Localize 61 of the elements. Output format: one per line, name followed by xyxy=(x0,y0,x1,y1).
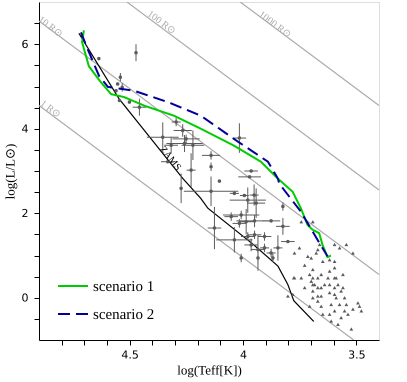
point xyxy=(209,154,213,158)
legend-label: scenario 1 xyxy=(93,279,154,295)
point xyxy=(256,256,260,260)
point xyxy=(248,175,252,179)
point xyxy=(239,256,243,260)
x-tick-label: 3.5 xyxy=(348,348,366,362)
annotation: 100 R⊙ xyxy=(144,8,178,37)
point xyxy=(246,198,250,202)
point xyxy=(232,238,236,242)
y-tick-label: 0 xyxy=(22,291,28,304)
point xyxy=(238,222,242,226)
point xyxy=(128,100,132,104)
point xyxy=(191,144,195,147)
point xyxy=(134,50,138,54)
point xyxy=(281,224,285,228)
annotation: 1 R⊙ xyxy=(38,98,62,120)
point xyxy=(242,194,246,198)
point xyxy=(114,88,118,92)
point xyxy=(118,98,122,102)
point xyxy=(246,234,250,238)
point xyxy=(252,233,256,237)
point xyxy=(262,246,266,250)
point xyxy=(209,190,213,194)
legend-label: scenario 2 xyxy=(93,307,154,323)
point xyxy=(182,142,186,146)
point xyxy=(209,165,213,169)
point xyxy=(239,213,243,217)
point xyxy=(256,248,260,252)
point xyxy=(254,201,258,205)
point xyxy=(269,219,273,223)
point xyxy=(244,220,248,224)
point xyxy=(116,82,120,86)
point xyxy=(249,243,253,247)
point xyxy=(232,192,236,196)
point xyxy=(212,226,216,230)
point xyxy=(189,168,193,172)
x-axis-title: log(Teff[K]) xyxy=(177,362,242,378)
point xyxy=(271,256,275,260)
point xyxy=(252,193,256,197)
point xyxy=(281,204,285,208)
point xyxy=(138,105,142,109)
y-tick-label: 4 xyxy=(22,122,28,136)
y-tick-label: 2 xyxy=(22,206,28,220)
y-tick-label: 6 xyxy=(22,38,28,51)
point xyxy=(180,128,184,132)
point xyxy=(249,169,253,173)
point xyxy=(276,246,280,250)
point xyxy=(262,234,266,238)
y-axis-title: log(L/L⊙) xyxy=(2,144,18,200)
x-tick-label: 4 xyxy=(240,348,247,362)
x-tick-label: 4.5 xyxy=(121,348,139,362)
point xyxy=(238,136,242,140)
point xyxy=(286,240,290,244)
point xyxy=(118,75,122,79)
point xyxy=(161,135,164,139)
point xyxy=(174,120,178,124)
point xyxy=(252,219,256,223)
point xyxy=(218,179,222,183)
point xyxy=(179,186,183,190)
point xyxy=(97,56,101,60)
point xyxy=(269,251,273,255)
